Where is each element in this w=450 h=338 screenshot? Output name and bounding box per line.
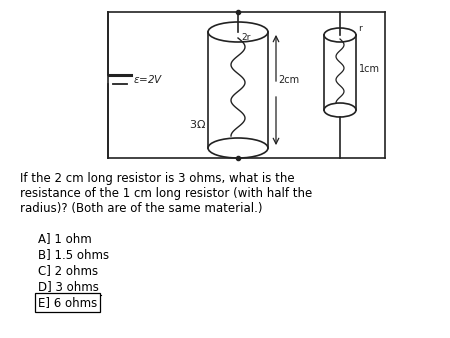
Text: 3$\Omega$: 3$\Omega$ — [189, 118, 206, 130]
Text: E] 6 ohms: E] 6 ohms — [38, 296, 97, 309]
Text: If the 2 cm long resistor is 3 ohms, what is the
resistance of the 1 cm long res: If the 2 cm long resistor is 3 ohms, wha… — [20, 172, 312, 215]
Text: $\varepsilon$=2V: $\varepsilon$=2V — [133, 73, 164, 85]
Text: 2r: 2r — [241, 33, 250, 42]
Text: C] 2 ohms: C] 2 ohms — [38, 264, 98, 277]
Text: B] 1.5 ohms: B] 1.5 ohms — [38, 248, 109, 261]
Text: r: r — [358, 24, 362, 33]
Text: D] 3 ohms: D] 3 ohms — [38, 280, 99, 293]
Text: 1cm: 1cm — [359, 64, 380, 74]
Text: 2cm: 2cm — [278, 75, 299, 85]
Text: A] 1 ohm: A] 1 ohm — [38, 232, 92, 245]
